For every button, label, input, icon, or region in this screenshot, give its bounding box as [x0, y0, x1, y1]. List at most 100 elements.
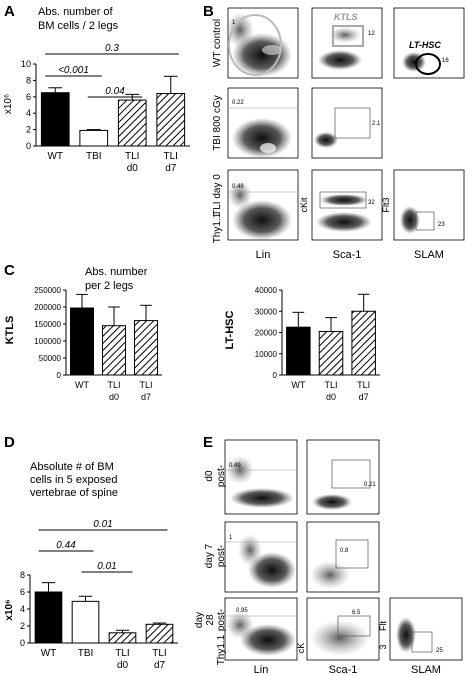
c-left-ytick-label-0: 0	[57, 371, 62, 380]
c-right-bar-2	[351, 310, 376, 376]
d-bar-1	[71, 600, 100, 644]
e-r1-sca-value: 0.21	[364, 482, 376, 488]
d-ytick-label-2: 4	[20, 604, 25, 614]
c-right-xlabel-0-0: WT	[291, 380, 305, 390]
a-ytick-label-3: 6	[26, 92, 31, 102]
e-axis-flt: Flt	[378, 621, 388, 631]
d-xlabel-2-1: d0	[117, 660, 129, 671]
c-right-bar-0	[286, 326, 311, 376]
b-xaxis-sca1: Sca-1	[333, 249, 362, 261]
d-ytick-label-1: 2	[20, 621, 25, 631]
a-bar-1	[79, 129, 109, 147]
panel-letter-b: B	[203, 3, 214, 20]
b-row-label-2: TBI 800 cGy	[212, 95, 223, 151]
plot-e-r2-lin: 1	[224, 521, 298, 593]
d-bar-0	[34, 591, 63, 644]
d-xlabel-3-0: TLI	[152, 648, 166, 659]
e-axis-ck: cK	[296, 643, 306, 654]
b-row-label-1: WT control	[212, 19, 223, 67]
e-r3-sca-value: 6.5	[352, 610, 361, 616]
e-row2-l2: post-	[216, 545, 227, 567]
panel-e-flow-grid: 0.49 0.21 d0 post- 1 0.8 day 7 post-	[194, 439, 463, 676]
d-xlabel-1-0: TBI	[78, 648, 94, 659]
e-row1-l2: post-	[216, 465, 227, 487]
chart-c-left-ylabel: KTLS	[4, 316, 16, 345]
plot-b-r3-lin: 0.48	[227, 169, 299, 241]
e-r3-lin-value: 0.95	[236, 608, 248, 614]
chart-d-title-3: vertebrae of spine	[30, 487, 118, 499]
chart-c-right-ylabel: LT-HSC	[224, 310, 236, 349]
plot-b-r2-lin: 0.22	[227, 87, 299, 159]
d-sig-label-2: 0.01	[97, 561, 116, 572]
plot-b-r3-sca: 32	[311, 169, 383, 241]
d-ytick-label-0: 0	[20, 638, 25, 648]
e-row1-l1: d0	[204, 470, 215, 482]
a-xlabel-2-0: TLI	[125, 151, 139, 162]
a-xlabel-3-0: TLI	[164, 151, 178, 162]
e-row-sublabel: Thy1.1	[216, 634, 227, 665]
b-r1-slam-value: 16	[442, 58, 449, 64]
a-ytick-label-0: 0	[26, 141, 31, 151]
plot-e-r3-lin: 0.95	[224, 597, 298, 661]
c-right-ytick-label-1: 10000	[255, 350, 278, 359]
e-xaxis-slam: SLAM	[411, 664, 441, 676]
b-xaxis-lin: Lin	[256, 249, 271, 261]
chart-d-title-2: cells in 5 exposed	[30, 474, 117, 486]
plot-b-r1-slam: LT-HSC 16	[393, 7, 465, 79]
plot-e-r3-sca: 6.5	[306, 597, 380, 661]
gate-ktls-label: KTLS	[334, 12, 358, 22]
c-right-ytick-label-0: 0	[273, 371, 278, 380]
a-bar-0	[40, 92, 70, 147]
b-r2-lin-value: 0.22	[232, 100, 244, 106]
plot-b-r1-lin: 1	[226, 7, 299, 79]
b-r3-sca-value: 32	[368, 200, 375, 206]
e-xaxis-sca1: Sca-1	[329, 664, 358, 676]
d-xlabel-2-0: TLI	[115, 648, 129, 659]
c-right-ytick-label-3: 30000	[255, 307, 278, 316]
c-right-xlabel-2-0: TLI	[357, 380, 370, 390]
b-xaxis-slam: SLAM	[414, 249, 444, 261]
c-left-xlabel-1-1: d0	[109, 392, 119, 402]
a-ytick-label-2: 4	[26, 108, 31, 118]
c-left-ytick-label-2: 100000	[34, 337, 61, 346]
b-r1-lin-value: 1	[232, 20, 236, 26]
panel-letter-a: A	[4, 3, 15, 20]
c-right-xlabel-1-1: d0	[326, 392, 336, 402]
c-left-bar-2	[133, 320, 159, 376]
gate-lthsc-label: LT-HSC	[409, 40, 441, 50]
chart-a-title-2: BM cells / 2 legs	[38, 20, 119, 32]
d-ytick-label-4: 8	[20, 570, 25, 580]
c-left-ytick-label-1: 50000	[39, 354, 62, 363]
a-xlabel-2-1: d0	[127, 163, 139, 174]
a-ytick-label-4: 8	[26, 75, 31, 85]
d-bar-2	[108, 632, 137, 644]
a-sig-label-0: 0.3	[105, 43, 119, 54]
plot-e-r1-lin: 0.49	[224, 439, 298, 515]
c-left-xlabel-0-0: WT	[75, 380, 89, 390]
panel-b-flow-grid: 1 KTLS 12 LT-HSC 16 WT control 0.22	[212, 7, 465, 261]
a-xlabel-0-0: WT	[47, 151, 63, 162]
e-r2-sca-value: 0.8	[340, 548, 349, 554]
plot-b-r2-sca: 2.1	[311, 87, 383, 159]
chart-a-ylabel: x10⁶	[3, 94, 14, 114]
chart-c-ktls: 0 50000 100000 150000 200000 250000 WT TLI d0 TLI…	[34, 286, 162, 402]
plot-e-r2-sca: 0.8	[306, 521, 380, 593]
chart-d-ylabel: x10⁶	[4, 599, 15, 620]
e-axis-3: 3	[378, 644, 388, 649]
a-bar-3	[156, 93, 186, 147]
plot-e-r3-slam: 25	[389, 597, 463, 661]
a-xlabel-1-0: TBI	[86, 151, 102, 162]
e-r2-lin-value: 1	[229, 535, 233, 541]
b-axis-flt3: Flt3	[381, 197, 391, 212]
b-row-label-3: TLI day 0	[212, 174, 223, 216]
chart-c-lthsc: 0 10000 20000 30000 40000 WT TLI d0 TLI d7	[255, 286, 380, 402]
c-left-ytick-label-5: 250000	[34, 286, 61, 295]
a-sig-label-2: 0.04	[105, 86, 125, 97]
b-axis-ckit: cKit	[299, 197, 309, 213]
chart-c-title-2: per 2 legs	[85, 280, 134, 292]
c-right-xlabel-2-1: d7	[359, 392, 369, 402]
a-ytick-label-1: 2	[26, 125, 31, 135]
d-xlabel-0-0: WT	[41, 648, 57, 659]
